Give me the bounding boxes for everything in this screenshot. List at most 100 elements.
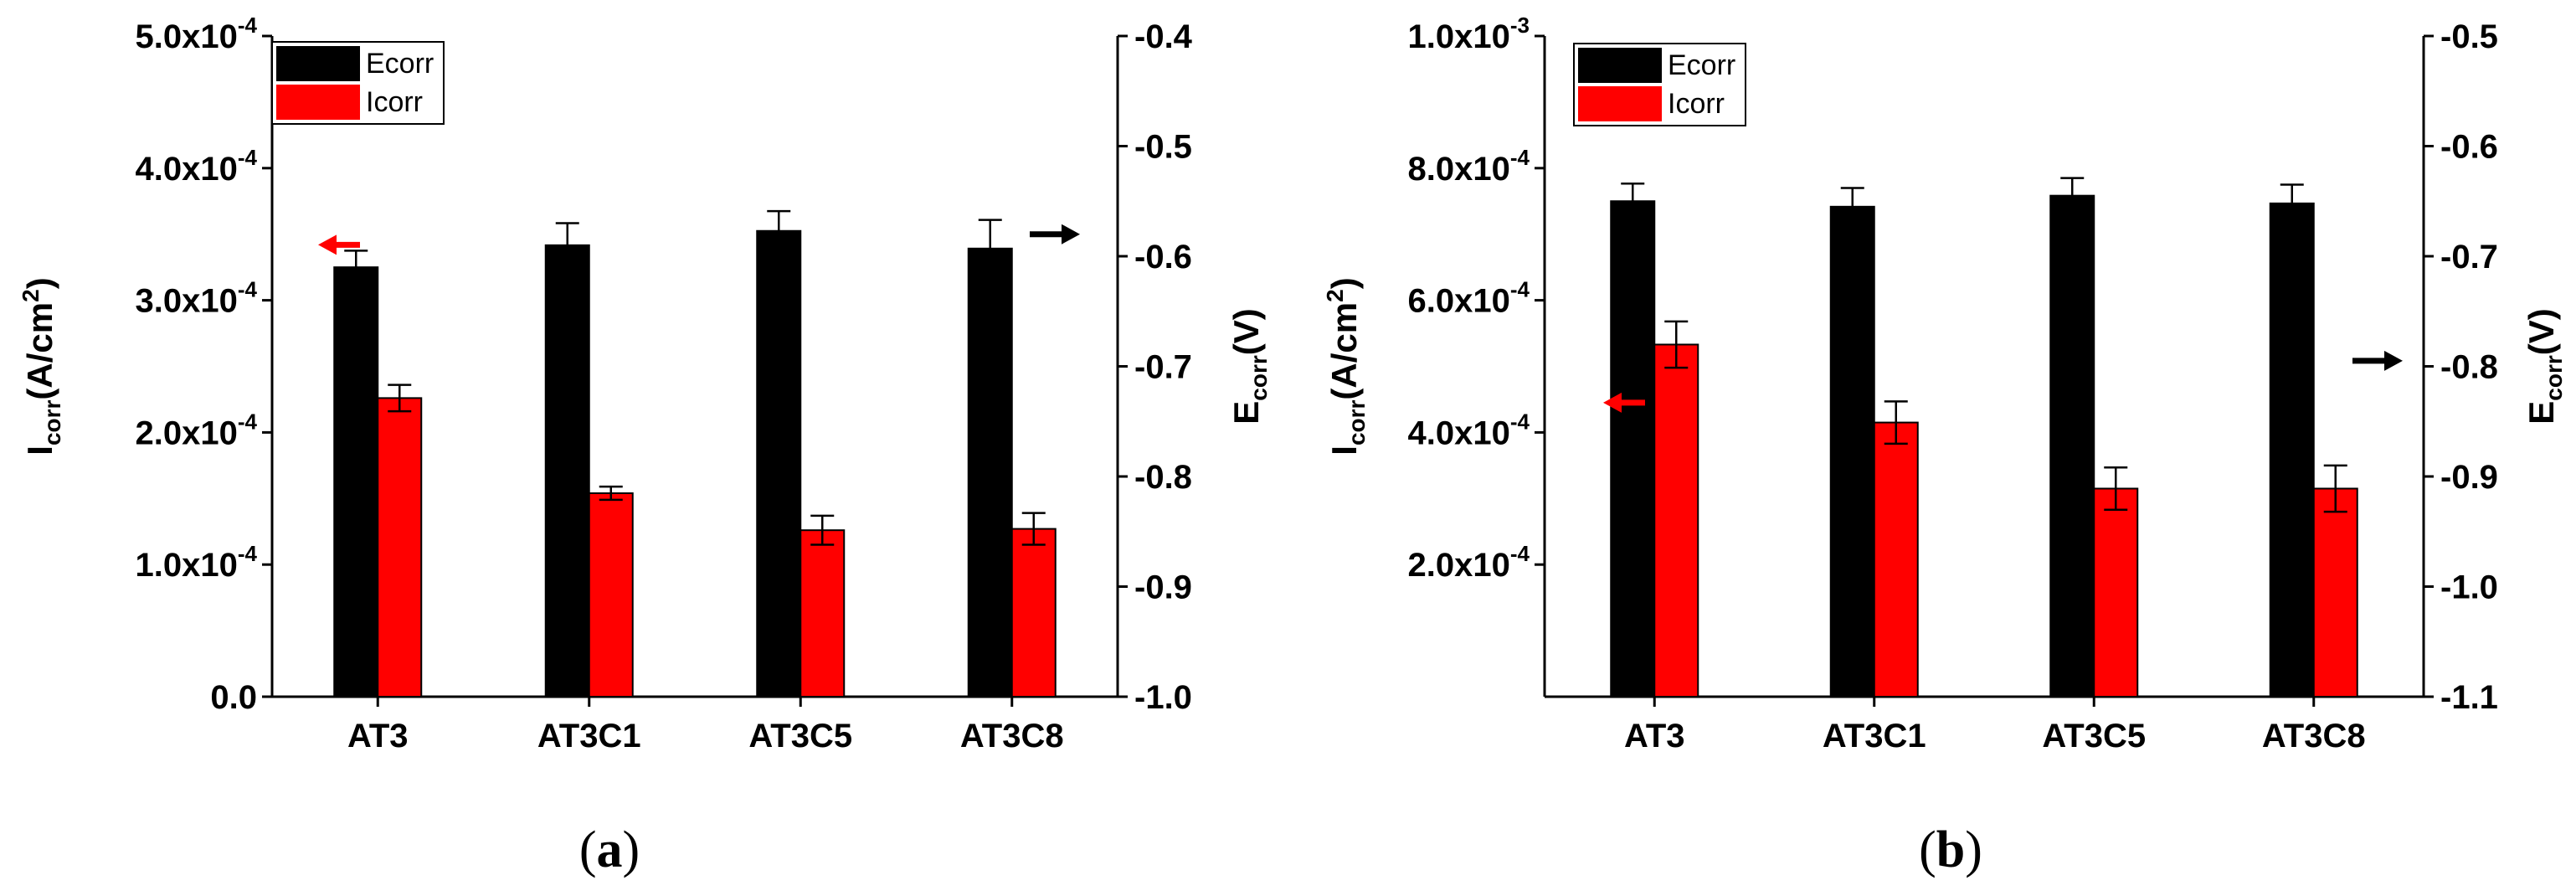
tick-mantissa: 1.0x10 <box>136 547 238 584</box>
y-right-tick-label: -0.6 <box>1134 239 1192 275</box>
axis-label-main: I <box>20 445 59 456</box>
y-right-tick-label: -0.9 <box>2440 459 2498 496</box>
tick-mantissa: 8.0x10 <box>1408 151 1510 188</box>
y-right-tick-label: -0.4 <box>1134 18 1193 55</box>
y-right-tick-label: -0.6 <box>2440 129 2498 166</box>
y-right-tick-label: -1.0 <box>1134 679 1192 716</box>
tick-exponent: -4 <box>1510 277 1530 302</box>
legend-swatch-icorr <box>276 85 360 120</box>
axis-label-unit: (V) <box>2522 308 2561 355</box>
axis-label-main: E <box>1226 401 1266 425</box>
axis-label-sub: corr <box>39 399 65 445</box>
bar-icorr <box>1653 343 1699 698</box>
bar-ecorr <box>333 266 379 698</box>
y-right-tick-label: -0.8 <box>1134 459 1192 496</box>
y-right-tick-label: -1.0 <box>2440 569 2498 606</box>
x-tick-label: AT3 <box>1624 718 1685 754</box>
tick-mantissa: 2.0x10 <box>136 415 238 451</box>
tick-mantissa: 5.0x10 <box>136 18 238 55</box>
y-right-tick-label: -0.7 <box>2440 239 2498 275</box>
bar-icorr <box>377 397 423 698</box>
bar-ecorr <box>1610 200 1656 698</box>
y-left-axis-label: Icorr(A/cm2) <box>1322 277 1370 455</box>
chart-panel-a: 0.01.0x10-42.0x10-43.0x10-44.0x10-45.0x1… <box>18 13 1272 878</box>
tick-exponent: -4 <box>238 541 258 566</box>
axis-label-sub: corr <box>1344 399 1370 445</box>
tick-mantissa: 2.0x10 <box>1408 547 1510 584</box>
bar-ecorr <box>544 244 590 698</box>
axis-label-sup: 2 <box>18 289 44 302</box>
caption-letter: a <box>597 821 623 878</box>
y-left-tick-label: 6.0x10-4 <box>1408 277 1530 320</box>
legend-label-icorr: Icorr <box>366 86 423 118</box>
tick-mantissa: 4.0x10 <box>136 151 238 188</box>
arrow-right-head <box>1062 224 1080 245</box>
x-tick-label: AT3C1 <box>537 718 641 754</box>
tick-mantissa: 6.0x10 <box>1408 283 1510 320</box>
caption-open: ( <box>579 821 597 878</box>
legend: Ecorr Icorr <box>271 41 445 125</box>
y-right-axis-label: Ecorr(V) <box>1226 308 1272 424</box>
tick-exponent: -4 <box>1510 409 1530 434</box>
y-right-tick-label: -0.8 <box>2440 349 2498 386</box>
arrow-right-axis-indicator <box>1030 224 1080 245</box>
bar-ecorr <box>1829 205 1875 698</box>
bar-ecorr <box>756 229 802 698</box>
tick-exponent: -4 <box>238 409 258 434</box>
y-right-tick-label: -0.5 <box>1134 129 1192 166</box>
tick-mantissa: 0.0 <box>210 679 257 716</box>
x-tick-label: AT3 <box>347 718 409 754</box>
arrow-left-head <box>1603 392 1622 413</box>
x-tick-label: AT3C5 <box>748 718 852 754</box>
legend: Ecorr Icorr <box>1573 43 1746 126</box>
tick-mantissa: 1.0x10 <box>1408 18 1510 55</box>
tick-exponent: -3 <box>1510 13 1530 38</box>
y-right-tick-label: -0.5 <box>2440 18 2498 55</box>
legend-swatch-ecorr <box>1578 48 1662 83</box>
tick-exponent: -4 <box>1510 145 1530 170</box>
y-right-tick-label: -0.9 <box>1134 569 1192 606</box>
y-left-tick-label: 2.0x10-4 <box>136 409 258 451</box>
caption-open: ( <box>1919 821 1936 878</box>
x-tick-label: AT3C5 <box>2042 718 2146 754</box>
panel-caption: (b) <box>1919 821 1982 878</box>
arrow-left-head <box>318 234 337 255</box>
axis-label-main: E <box>2522 401 2561 425</box>
x-tick-label: AT3C1 <box>1823 718 1926 754</box>
axis-label-sub: corr <box>1246 355 1272 401</box>
bar-icorr <box>2312 487 2358 698</box>
bar-ecorr <box>967 247 1013 698</box>
y-left-tick-label: 1.0x10-4 <box>136 541 258 584</box>
tick-exponent: -4 <box>238 277 258 302</box>
bar-ecorr <box>2269 202 2315 698</box>
chart-panel-b: 2.0x10-44.0x10-46.0x10-48.0x10-41.0x10-3… <box>1322 13 2567 878</box>
axis-label-end: ) <box>1324 277 1364 289</box>
x-tick-label: AT3C8 <box>2262 718 2366 754</box>
arrow-right-head <box>2384 350 2403 371</box>
y-left-tick-label: 8.0x10-4 <box>1408 145 1530 188</box>
y-left-tick-label: 4.0x10-4 <box>1408 409 1530 451</box>
bar-icorr <box>588 492 634 698</box>
tick-mantissa: 3.0x10 <box>136 283 238 320</box>
legend-label-ecorr: Ecorr <box>1668 49 1735 81</box>
bar-ecorr <box>2049 194 2095 698</box>
caption-close: ) <box>1965 821 1982 878</box>
caption-letter: b <box>1936 821 1965 878</box>
axis-label-sub: corr <box>2541 355 2567 401</box>
axis-label-main: I <box>1324 445 1364 456</box>
panel-caption: (a) <box>579 821 640 878</box>
y-left-axis-label: Icorr(A/cm2) <box>18 277 65 455</box>
y-right-tick-label: -0.7 <box>1134 349 1192 386</box>
bar-icorr <box>800 529 846 698</box>
arrow-right-axis-indicator <box>2352 350 2403 371</box>
y-left-tick-label: 5.0x10-4 <box>136 13 258 55</box>
y-right-tick-label: -1.1 <box>2440 679 2498 716</box>
tick-exponent: -4 <box>1510 541 1530 566</box>
arrow-left-axis-indicator <box>318 234 360 255</box>
legend-label-icorr: Icorr <box>1668 88 1725 120</box>
caption-close: ) <box>623 821 640 878</box>
tick-mantissa: 4.0x10 <box>1408 415 1510 451</box>
y-left-tick-label: 4.0x10-4 <box>136 145 258 188</box>
axis-label-end: ) <box>20 277 59 289</box>
arrow-left-axis-indicator <box>1603 392 1645 413</box>
